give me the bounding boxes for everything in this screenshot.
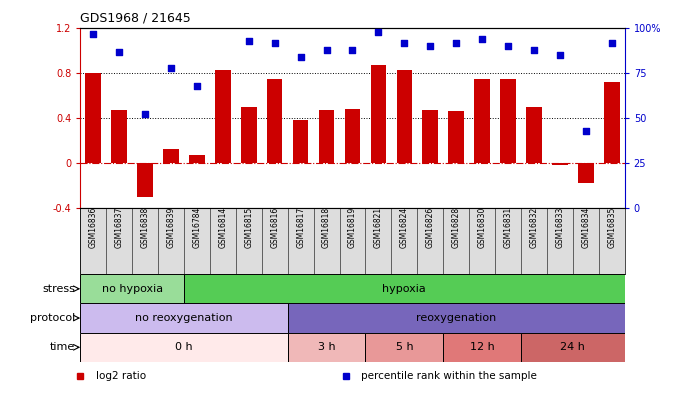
Point [243,38,254,44]
Point [528,47,540,53]
Text: no hypoxia: no hypoxia [101,284,163,294]
Point [580,128,591,134]
Text: 24 h: 24 h [560,342,586,352]
Text: hypoxia: hypoxia [383,284,426,294]
Point [165,64,177,71]
Text: percentile rank within the sample: percentile rank within the sample [361,371,537,381]
Bar [443,333,521,362]
Point [554,52,565,58]
Bar [396,70,412,163]
Text: 12 h: 12 h [470,342,494,352]
Point [373,29,384,35]
Point [217,7,228,14]
Bar [138,163,153,196]
Bar [604,82,620,163]
Point [503,43,514,49]
Bar [267,79,283,163]
Text: 5 h: 5 h [396,342,413,352]
Point [114,49,125,55]
Bar [293,120,309,163]
Bar [80,333,288,362]
Text: 0 h: 0 h [175,342,193,352]
Text: no reoxygenation: no reoxygenation [135,313,233,323]
Bar [366,333,443,362]
Bar [163,149,179,163]
Point [477,36,488,43]
Bar [521,333,625,362]
Bar [80,303,288,333]
Point [191,83,202,89]
Bar [448,111,464,163]
Bar [85,73,101,163]
Point [269,39,281,46]
Bar [215,70,230,163]
Point [321,47,332,53]
Bar [112,110,127,163]
Text: log2 ratio: log2 ratio [96,371,146,381]
Point [399,39,410,46]
Bar [319,110,334,163]
Bar [526,107,542,163]
Text: time: time [50,342,75,352]
Text: GDS1968 / 21645: GDS1968 / 21645 [80,11,191,24]
Bar [345,109,360,163]
Bar [288,333,366,362]
Point [347,47,358,53]
Point [295,54,306,60]
Bar [241,107,257,163]
Text: reoxygenation: reoxygenation [416,313,496,323]
Bar [500,79,516,163]
Bar [288,303,625,333]
Point [424,43,436,49]
Text: protocol: protocol [29,313,75,323]
Bar [578,163,593,183]
Bar [475,79,490,163]
Point [451,39,462,46]
Text: 3 h: 3 h [318,342,335,352]
Bar [552,163,567,165]
Text: stress: stress [42,284,75,294]
Bar [422,110,438,163]
Bar [184,274,625,303]
Point [606,39,617,46]
Bar [189,155,205,163]
Point [140,111,151,118]
Bar [80,274,184,303]
Point [88,30,99,37]
Bar [371,65,386,163]
